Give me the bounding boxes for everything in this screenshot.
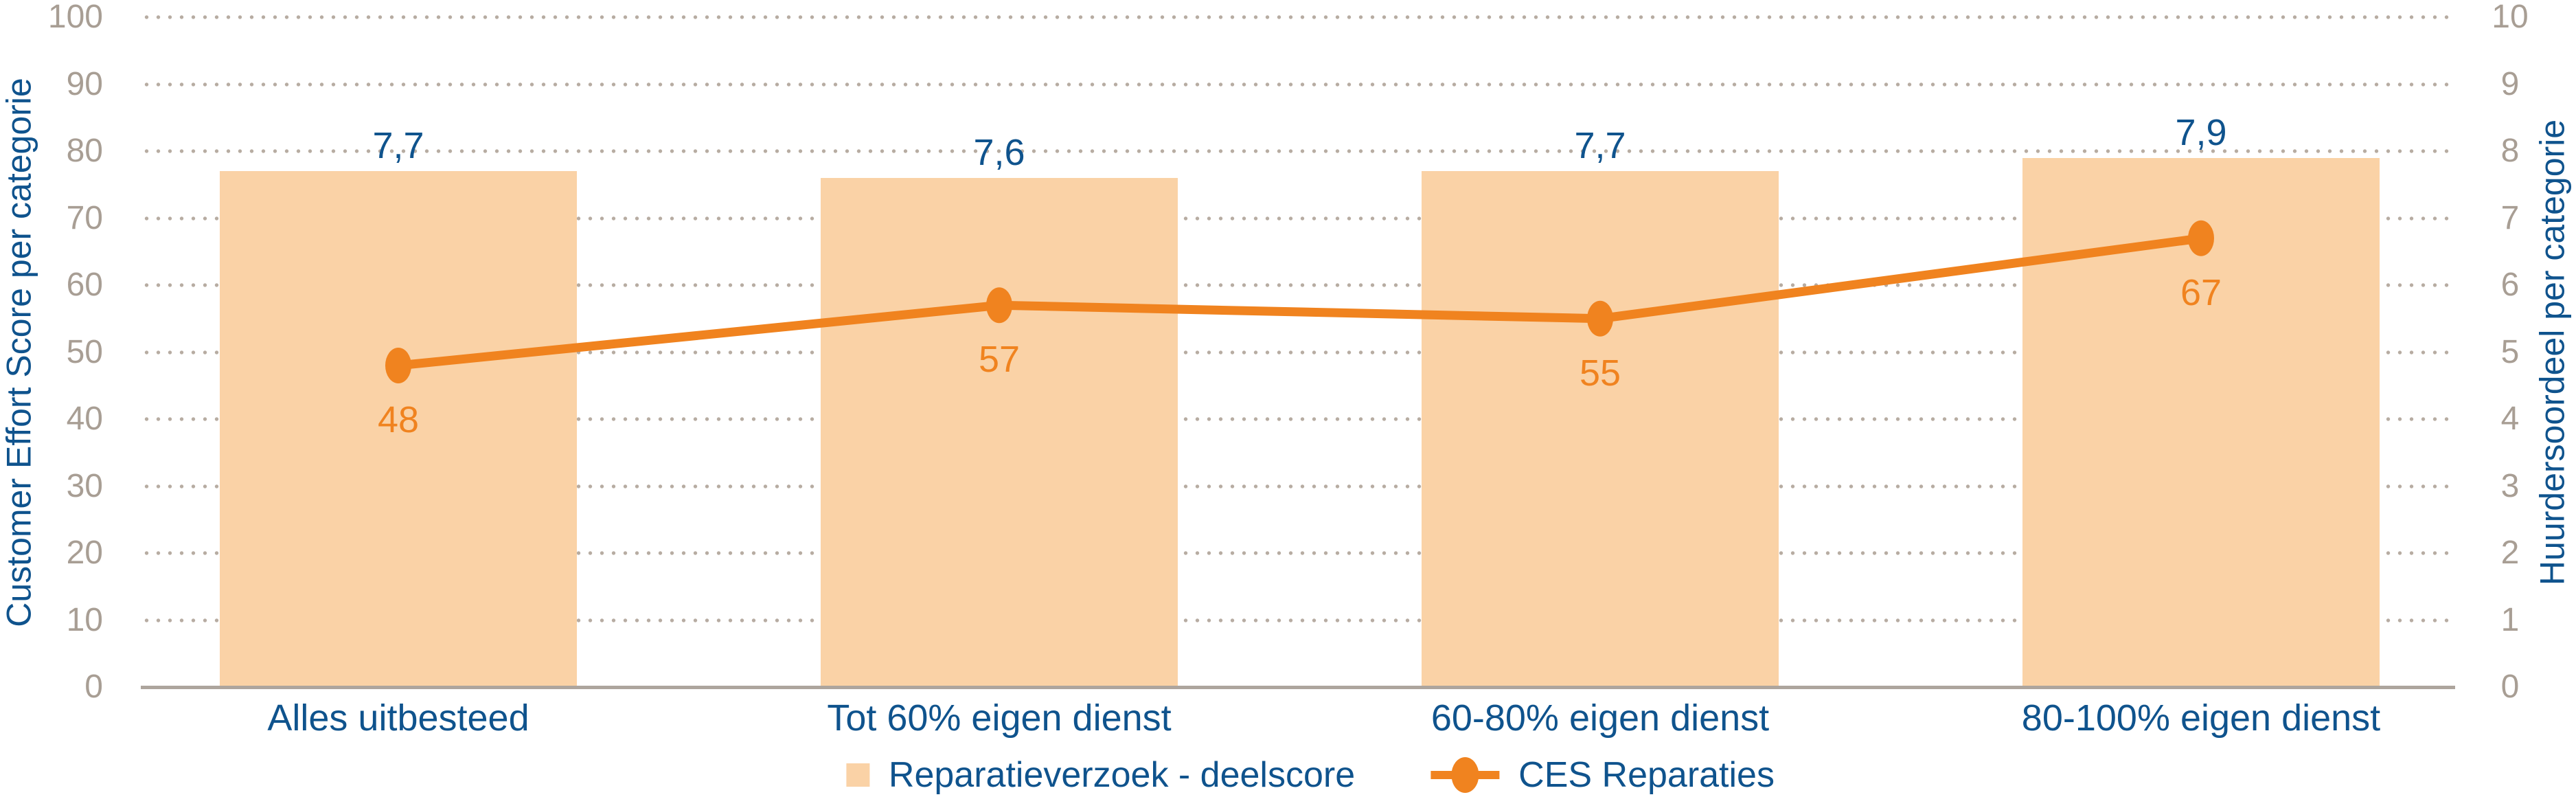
right-axis-tick-1: 1 [2500, 601, 2520, 638]
gridline-20 [141, 551, 2452, 555]
legend-item-ces-reparaties: CES Reparaties [1431, 754, 1775, 796]
bar-swatch-icon [845, 763, 869, 787]
legend: Reparatieverzoek - deelscore CES Reparat… [845, 754, 1775, 796]
right-axis-tick-4: 4 [2500, 401, 2520, 437]
line-point-marker-2 [986, 287, 1012, 324]
right-axis-tick-2: 2 [2500, 535, 2520, 571]
right-axis-tick-3: 3 [2500, 467, 2520, 504]
line-value-label-3: 55 [1579, 352, 1621, 394]
left-axis-tick-50: 50 [66, 333, 103, 370]
gridline-90 [141, 82, 2452, 87]
category-label-3: 60-80% eigen dienst [1431, 697, 1770, 739]
left-axis-tick-40: 40 [66, 401, 103, 437]
gridline-50 [141, 350, 2452, 355]
category-label-4: 80-100% eigen dienst [2021, 697, 2381, 739]
left-axis-tick-20: 20 [66, 535, 103, 571]
gridline-100 [141, 15, 2452, 19]
left-axis-tick-100: 100 [47, 0, 103, 35]
right-axis-tick-7: 7 [2500, 199, 2520, 236]
category-label-1: Alles uitbesteed [267, 697, 529, 739]
legend-item-reparatieverzoek: Reparatieverzoek - deelscore [845, 754, 1356, 796]
line-point-marker-3 [1587, 300, 1613, 337]
line-value-label-4: 67 [2180, 271, 2222, 313]
bar-value-label-4: 7,9 [2175, 111, 2227, 153]
gridline-40 [141, 417, 2452, 421]
left-axis-tick-80: 80 [66, 133, 103, 169]
left-axis-tick-60: 60 [66, 267, 103, 303]
line-marker-dot [1451, 757, 1479, 793]
bar-2 [821, 178, 1178, 687]
right-axis-tick-0: 0 [2500, 669, 2520, 705]
left-axis-tick-30: 30 [66, 467, 103, 504]
right-axis-tick-8: 8 [2500, 133, 2520, 169]
bar-1 [220, 171, 577, 687]
category-label-2: Tot 60% eigen dienst [827, 697, 1172, 739]
bar-3 [1422, 171, 1779, 687]
line-point-marker-4 [2188, 220, 2214, 256]
gridline-60 [141, 283, 2452, 287]
left-axis-tick-10: 10 [66, 601, 103, 638]
x-axis-line [141, 686, 2455, 689]
line-value-label-2: 57 [978, 339, 1021, 381]
right-axis-tick-6: 6 [2500, 267, 2520, 303]
gridline-70 [141, 216, 2452, 221]
right-axis-tick-9: 9 [2500, 65, 2520, 102]
left-axis-tick-90: 90 [66, 65, 103, 102]
bar-value-label-3: 7,7 [1574, 125, 1626, 167]
line-value-label-1: 48 [377, 399, 420, 440]
bar-value-label-2: 7,6 [973, 132, 1025, 173]
gridline-10 [141, 618, 2452, 622]
legend-label-bar: Reparatieverzoek - deelscore [888, 755, 1356, 795]
ces-line [398, 234, 2202, 370]
line-marker-icon [1431, 756, 1500, 794]
gridline-30 [141, 484, 2452, 489]
left-axis-tick-70: 70 [66, 199, 103, 236]
bar-value-label-1: 7,7 [372, 125, 424, 167]
right-axis-tick-10: 10 [2492, 0, 2529, 35]
legend-label-line: CES Reparaties [1518, 755, 1775, 795]
gridline-80 [141, 149, 2452, 153]
right-axis-tick-5: 5 [2500, 333, 2520, 370]
left-axis-tick-0: 0 [84, 669, 103, 705]
line-point-marker-1 [385, 348, 411, 383]
